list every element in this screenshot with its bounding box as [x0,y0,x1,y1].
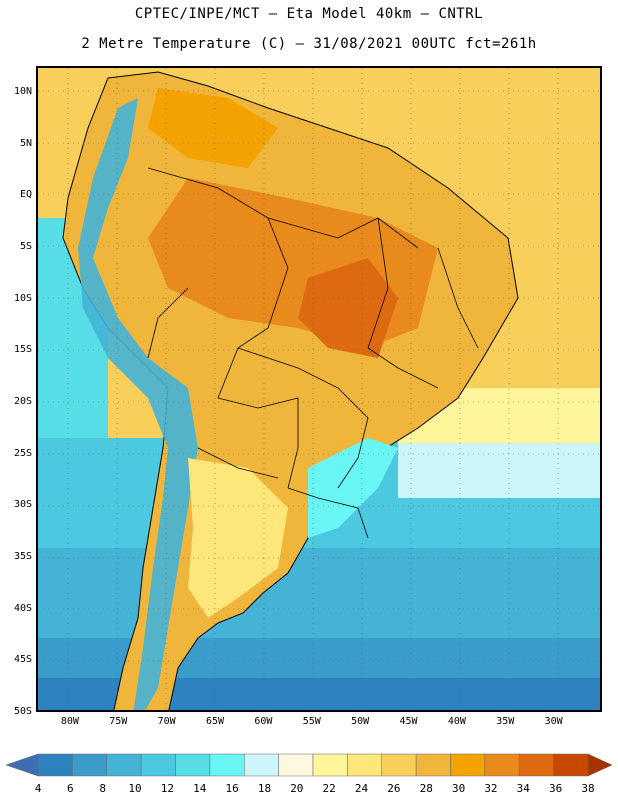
lat-label: 35S [13,550,32,562]
lat-label: 45S [13,654,32,666]
colorbar-swatch [484,753,520,777]
lon-label: 55W [302,716,321,727]
lat-label: 10N [13,85,32,97]
colorbar-tick-label: 36 [549,782,563,795]
lat-label: 20S [13,395,32,407]
lon-label: 80W [60,716,79,727]
colorbar-tick-label: 4 [34,782,42,795]
map-canvas [38,68,600,710]
lat-label: 10S [13,292,32,304]
lon-label: 45W [399,716,418,727]
lat-label: 30S [13,499,32,511]
colorbar-tick-label: 22 [322,782,336,795]
colorbar-swatch [72,753,107,777]
colorbar-swatch [244,753,279,777]
title-line-2: 2 Metre Temperature (C) – 31/08/2021 00U… [81,36,537,52]
lon-label: 40W [447,716,466,727]
lon-label: 50W [351,716,370,727]
colorbar-swatch [381,753,417,777]
lat-label: 40S [13,602,32,614]
colorbar-swatch [140,753,176,777]
colorbar-swatch [553,753,589,777]
colorbar-tick-label: 24 [354,782,369,795]
colorbar-swatch [278,753,314,777]
lon-label: 75W [109,716,128,727]
colorbar-tick-label: 30 [451,782,466,795]
lon-label: 60W [254,716,273,727]
colorbar-swatch [415,753,451,777]
colorbar-tick-label: 18 [257,782,272,795]
lat-label: 50S [13,706,32,717]
southeast-cool-zone [308,438,398,538]
colorbar-tick-label: 20 [290,782,304,795]
lon-label: 35W [496,716,515,727]
colorbar-tick-label: 16 [225,782,239,795]
temperature-map [36,66,602,712]
south-pale-zone [188,458,288,618]
colorbar-swatch [106,753,142,777]
colorbar-swatch [347,753,382,777]
colorbar-tick-label: 26 [387,782,401,795]
colorbar-tick-label: 6 [67,782,74,795]
colorbar-swatch [519,753,554,777]
colorbar-tick-label: 8 [99,782,107,795]
lat-label: 15S [13,344,32,356]
lon-label: 65W [205,716,225,727]
colorbar-arrow-high [587,753,613,777]
lat-label: 5N [19,137,32,149]
lat-label: 25S [13,447,32,459]
colorbar-swatch [450,753,486,777]
colorbar-tick-label: 38 [581,782,595,795]
colorbar-tick-label: 32 [484,782,498,795]
colorbar [5,753,613,777]
colorbar-tick-label: 14 [193,782,207,795]
colorbar-swatch [209,753,245,777]
colorbar-tick-label: 28 [419,782,433,795]
colorbar-swatch [37,753,73,777]
colorbar-tick-label: 10 [128,782,142,795]
colorbar-swatch [312,753,348,777]
colorbar-arrow-low [5,753,39,777]
lon-label: 30W [544,716,563,727]
colorbar-tick-label: 34 [516,782,530,795]
ocean-south-1 [38,548,600,648]
atlantic-pale-band [398,443,600,498]
andes-cold [78,98,198,710]
lon-label: 70W [157,716,176,727]
title-line-1: CPTEC/INPE/MCT – Eta Model 40km – CNTRL [134,6,484,22]
lat-label: EQ [19,189,32,201]
colorbar-swatch [175,753,211,777]
colorbar-tick-label: 12 [160,782,175,795]
warm-zone-north [148,88,278,168]
lat-label: 5S [19,240,32,252]
